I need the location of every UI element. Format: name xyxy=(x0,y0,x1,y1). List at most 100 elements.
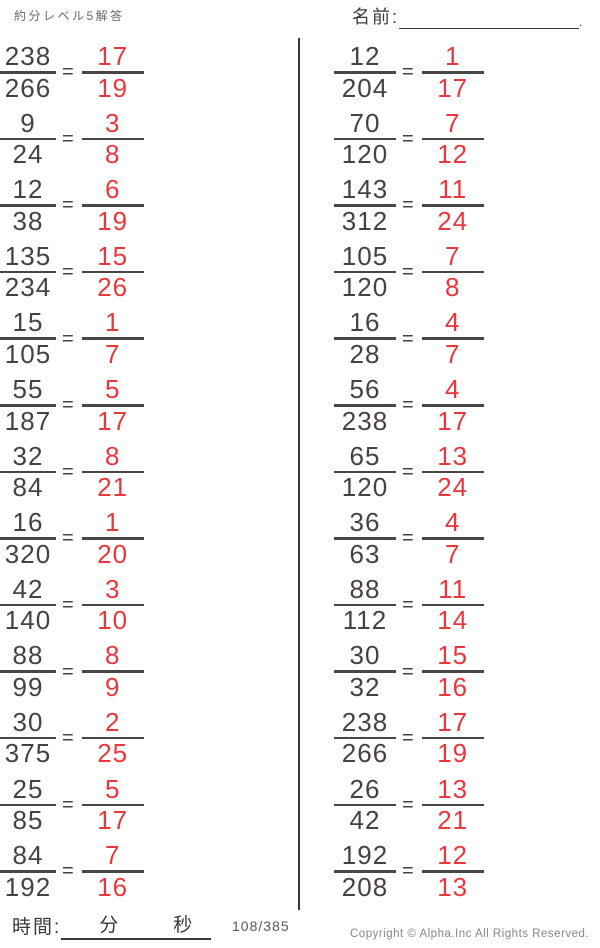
problem-row: 12 204 = 1 17 xyxy=(300,39,596,106)
question-fraction-bar xyxy=(334,537,396,540)
answer-denominator: 24 xyxy=(437,472,469,503)
question-numerator: 55 xyxy=(12,374,44,405)
time-field: 時間: 分 秒 xyxy=(12,914,212,940)
equals-sign: = xyxy=(402,61,414,84)
equals-sign: = xyxy=(402,594,414,617)
answer-fraction: 3 8 xyxy=(81,108,144,170)
answer-numerator: 13 xyxy=(437,773,469,804)
question-denominator: 112 xyxy=(342,605,388,636)
name-label: 名前: xyxy=(352,7,400,27)
answer-fraction: 4 7 xyxy=(421,508,484,569)
problem-row: 42 140 = 3 10 xyxy=(0,572,296,639)
answer-fraction-bar xyxy=(421,803,484,807)
answer-numerator: 8 xyxy=(104,640,121,671)
answer-fraction-bar xyxy=(81,736,144,740)
answer-fraction-bar xyxy=(81,670,144,673)
answer-fraction: 8 21 xyxy=(81,440,144,503)
answer-numerator: 1 xyxy=(104,507,121,538)
question-fraction-bar xyxy=(334,470,396,474)
question-denominator: 320 xyxy=(4,538,52,569)
answer-numerator: 5 xyxy=(104,374,121,405)
question-denominator: 84 xyxy=(12,472,44,503)
time-label: 時間: xyxy=(12,917,62,938)
equals-sign: = xyxy=(402,527,414,550)
question-denominator: 24 xyxy=(12,139,44,170)
answer-numerator: 1 xyxy=(104,307,121,338)
answer-fraction: 17 19 xyxy=(421,707,484,769)
equals-sign: = xyxy=(402,793,414,816)
question-fraction: 12 204 xyxy=(334,42,396,103)
answer-fraction: 12 13 xyxy=(421,841,484,902)
answer-denominator: 17 xyxy=(97,805,129,836)
answer-fraction: 7 8 xyxy=(421,240,484,303)
equals-sign: = xyxy=(402,860,414,883)
answer-fraction: 3 10 xyxy=(81,574,144,636)
answer-numerator: 7 xyxy=(444,240,461,271)
question-denominator: 120 xyxy=(341,272,389,303)
answer-fraction-bar xyxy=(421,470,484,474)
answer-numerator: 2 xyxy=(104,706,121,737)
equals-sign: = xyxy=(402,660,414,683)
equals-sign: = xyxy=(62,594,74,617)
answer-numerator: 4 xyxy=(444,307,461,338)
column-divider xyxy=(298,38,300,910)
question-numerator: 56 xyxy=(349,374,381,405)
question-fraction: 238 266 xyxy=(0,42,56,103)
equals-sign: = xyxy=(62,127,74,150)
question-numerator: 16 xyxy=(12,507,44,538)
question-fraction-bar xyxy=(0,337,56,340)
question-fraction-bar xyxy=(334,670,396,673)
equals-sign: = xyxy=(62,460,74,483)
question-numerator: 30 xyxy=(12,706,44,737)
answer-fraction: 1 17 xyxy=(421,42,484,103)
equals-sign: = xyxy=(62,660,74,683)
question-numerator: 30 xyxy=(349,640,381,671)
question-fraction-bar xyxy=(334,204,396,207)
question-fraction-bar xyxy=(0,137,56,141)
problem-row: 84 192 = 7 16 xyxy=(0,838,296,905)
answer-fraction-bar xyxy=(81,870,144,873)
answer-fraction-bar xyxy=(81,537,144,540)
equals-sign: = xyxy=(402,460,414,483)
question-numerator: 135 xyxy=(4,240,52,271)
answer-fraction: 15 26 xyxy=(81,241,144,303)
answer-fraction-bar xyxy=(81,270,144,274)
question-fraction-bar xyxy=(0,270,56,274)
question-fraction: 70 120 xyxy=(334,108,396,170)
problem-row: 36 63 = 4 7 xyxy=(300,505,596,572)
question-denominator: 42 xyxy=(349,805,381,836)
question-numerator: 105 xyxy=(341,240,389,271)
answer-fraction-bar xyxy=(421,670,484,673)
answer-numerator: 13 xyxy=(437,440,469,471)
answer-fraction: 7 16 xyxy=(81,840,144,902)
answer-fraction: 13 24 xyxy=(421,440,484,503)
answer-denominator: 12 xyxy=(437,139,469,170)
answer-numerator: 7 xyxy=(104,840,121,871)
problem-row: 9 24 = 3 8 xyxy=(0,106,296,173)
answer-numerator: 8 xyxy=(104,440,121,471)
answer-numerator: 11 xyxy=(438,573,468,604)
name-input-line xyxy=(399,5,580,29)
problem-row: 26 42 = 13 21 xyxy=(300,772,596,839)
question-numerator: 25 xyxy=(12,773,44,804)
question-fraction: 16 28 xyxy=(334,308,396,369)
question-fraction-bar xyxy=(334,337,396,340)
answer-fraction-bar xyxy=(421,137,484,141)
problem-row: 55 187 = 5 17 xyxy=(0,372,296,439)
question-denominator: 375 xyxy=(4,738,52,769)
answer-fraction-bar xyxy=(421,270,484,274)
question-fraction-bar xyxy=(334,603,396,607)
page-title: 約分レベル5解答 xyxy=(14,9,125,23)
question-numerator: 84 xyxy=(12,840,44,871)
question-fraction-bar xyxy=(334,71,396,74)
question-fraction: 88 112 xyxy=(334,574,396,636)
answer-denominator: 7 xyxy=(444,338,461,369)
answer-fraction: 15 16 xyxy=(421,641,484,702)
answer-denominator: 21 xyxy=(97,472,129,503)
problem-row: 135 234 = 15 26 xyxy=(0,239,296,306)
question-fraction: 105 120 xyxy=(334,240,396,303)
answer-fraction: 11 24 xyxy=(421,175,484,236)
question-numerator: 238 xyxy=(341,706,389,737)
question-fraction: 25 85 xyxy=(0,773,56,836)
question-numerator: 32 xyxy=(12,440,44,471)
